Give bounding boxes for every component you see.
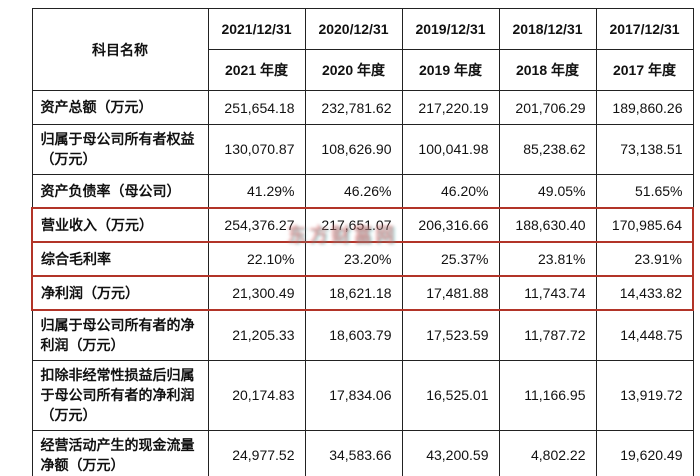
row-value: 100,041.98 (401, 124, 500, 175)
row-value: 21,300.49 (207, 275, 306, 312)
header-date-2019: 2019/12/31 (401, 8, 500, 50)
table-row-gross-margin: 综合毛利率 22.10% 23.20% 25.37% 23.81% 23.91% (31, 241, 694, 278)
header-date-2018: 2018/12/31 (498, 8, 597, 50)
table-row-operating-cash-flow: 经营活动产生的现金流量净额（万元） 24,977.52 34,583.66 43… (31, 429, 694, 476)
row-label: 归属于母公司所有者权益（万元） (31, 124, 209, 175)
row-value: 217,220.19 (401, 90, 500, 125)
row-value: 251,654.18 (207, 90, 306, 125)
row-value: 23.81% (498, 241, 597, 278)
row-label: 营业收入（万元） (31, 207, 209, 244)
row-value: 43,200.59 (401, 429, 500, 476)
row-value: 19,620.49 (595, 429, 694, 476)
row-value: 18,621.18 (304, 275, 403, 312)
table-row-parent-net-profit: 归属于母公司所有者的净利润（万元） 21,205.33 18,603.79 17… (31, 309, 694, 361)
row-value: 23.91% (595, 241, 694, 278)
row-label: 归属于母公司所有者的净利润（万元） (31, 309, 209, 361)
header-year-2019: 2019 年度 (401, 49, 500, 91)
row-value: 217,651.07 (304, 207, 403, 244)
row-value: 4,802.22 (498, 429, 597, 476)
table-row-operating-revenue: 营业收入（万元） 254,376.27 217,651.07 206,316.6… (31, 207, 694, 244)
row-label: 扣除非经常性损益后归属于母公司所有者的净利润（万元） (31, 359, 209, 431)
row-value: 11,166.95 (498, 359, 597, 431)
row-value: 73,138.51 (595, 124, 694, 175)
row-value: 232,781.62 (304, 90, 403, 125)
header-year-row: 2021 年度 2020 年度 2019 年度 2018 年度 2017 年度 (32, 49, 694, 91)
row-value: 25.37% (401, 241, 500, 278)
row-value: 17,834.06 (304, 359, 403, 431)
row-value: 46.20% (401, 173, 500, 209)
row-value: 14,448.75 (595, 309, 694, 361)
header-year-2018: 2018 年度 (498, 49, 597, 91)
row-value: 17,481.88 (401, 275, 500, 312)
row-value: 23.20% (304, 241, 403, 278)
row-value: 18,603.79 (304, 309, 403, 361)
row-value: 24,977.52 (207, 429, 306, 476)
row-value: 130,070.87 (207, 124, 306, 175)
row-label: 综合毛利率 (31, 241, 209, 278)
row-label: 资产总额（万元） (31, 90, 209, 125)
row-value: 108,626.90 (304, 124, 403, 175)
table-row-total-assets: 资产总额（万元） 251,654.18 232,781.62 217,220.1… (31, 90, 694, 125)
table-row-net-profit: 净利润（万元） 21,300.49 18,621.18 17,481.88 11… (31, 275, 694, 312)
row-value: 20,174.83 (207, 359, 306, 431)
header-date-2021: 2021/12/31 (207, 8, 306, 50)
row-value: 41.29% (207, 173, 306, 209)
row-value: 46.26% (304, 173, 403, 209)
row-value: 11,743.74 (498, 275, 597, 312)
row-value: 49.05% (498, 173, 597, 209)
row-value: 11,787.72 (498, 309, 597, 361)
header-date-2020: 2020/12/31 (304, 8, 403, 50)
row-value: 85,238.62 (498, 124, 597, 175)
row-value: 201,706.29 (498, 90, 597, 125)
row-value: 17,523.59 (401, 309, 500, 361)
row-label: 净利润（万元） (31, 275, 209, 312)
row-value: 21,205.33 (207, 309, 306, 361)
header-year-2021: 2021 年度 (207, 49, 306, 91)
row-value: 206,316.66 (401, 207, 500, 244)
row-value: 13,919.72 (595, 359, 694, 431)
header-date-row: 科目名称 2021/12/31 2020/12/31 2019/12/31 20… (31, 8, 694, 91)
row-value: 34,583.66 (304, 429, 403, 476)
financial-summary-table: 科目名称 2021/12/31 2020/12/31 2019/12/31 20… (31, 8, 694, 476)
header-date-2017: 2017/12/31 (595, 8, 694, 50)
row-value: 188,630.40 (498, 207, 597, 244)
row-value: 51.65% (595, 173, 694, 209)
row-value: 254,376.27 (207, 207, 306, 244)
row-label: 经营活动产生的现金流量净额（万元） (31, 429, 209, 476)
row-value: 170,985.64 (595, 207, 694, 244)
table-row-deducted-net-profit: 扣除非经常性损益后归属于母公司所有者的净利润（万元） 20,174.83 17,… (31, 359, 694, 431)
row-label: 资产负债率（母公司） (31, 173, 209, 209)
corner-header-subject: 科目名称 (31, 8, 209, 91)
row-value: 189,860.26 (595, 90, 694, 125)
table-row-debt-ratio: 资产负债率（母公司） 41.29% 46.26% 46.20% 49.05% 5… (31, 173, 694, 209)
row-value: 14,433.82 (595, 275, 694, 312)
row-value: 22.10% (207, 241, 306, 278)
header-year-2020: 2020 年度 (304, 49, 403, 91)
header-year-2017: 2017 年度 (595, 49, 694, 91)
table-row-parent-equity: 归属于母公司所有者权益（万元） 130,070.87 108,626.90 10… (31, 124, 694, 175)
row-value: 16,525.01 (401, 359, 500, 431)
